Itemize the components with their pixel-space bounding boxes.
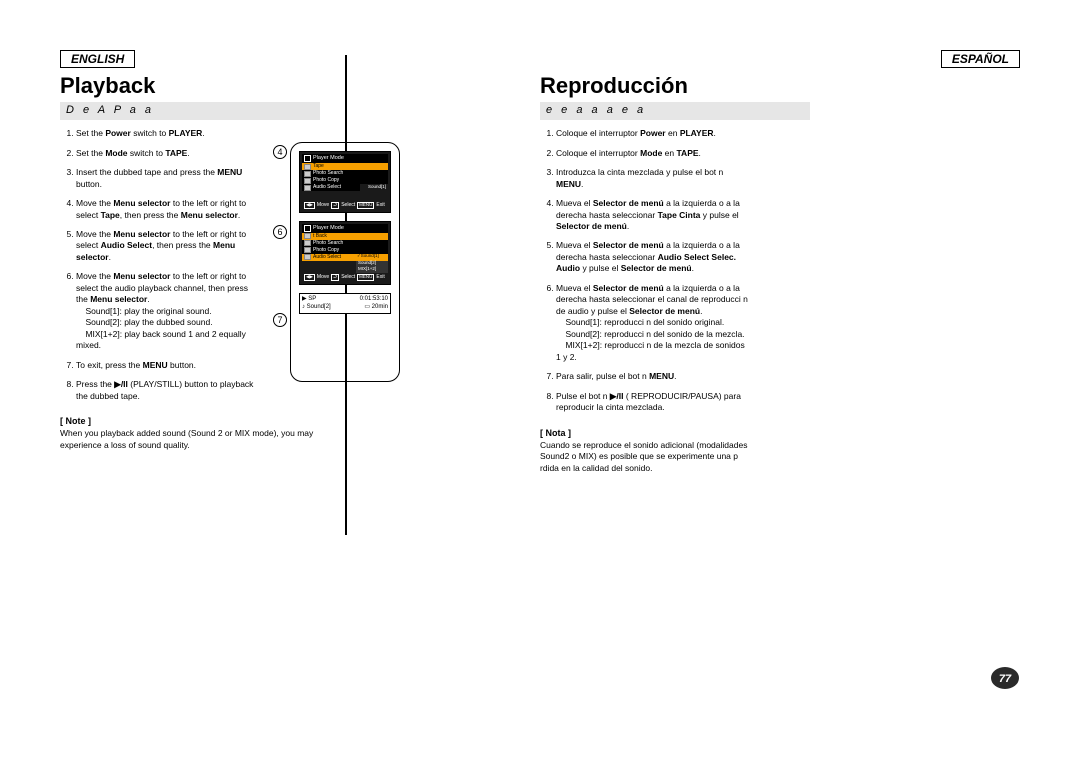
manual-page: ENGLISH ESPAÑOL Playback D e A P a a Set… xyxy=(0,0,1080,763)
content-columns: Playback D e A P a a Set the Power switc… xyxy=(60,72,1020,474)
step-es-3: Introduzca la cinta mezclada y pulse el … xyxy=(556,167,750,190)
fig6-opt-3: MIX[1+2] xyxy=(356,267,388,273)
subtitle-english: D e A P a a xyxy=(60,102,320,120)
title-english: Playback xyxy=(60,74,320,98)
step-en-4: Move the Menu selector to the left or ri… xyxy=(76,198,260,221)
step-es-1: Coloque el interruptor Power en PLAYER. xyxy=(556,128,750,139)
step-en-7: To exit, press the MENU button. xyxy=(76,360,260,371)
step-en-2: Set the Mode switch to TAPE. xyxy=(76,148,260,159)
step-en-8: Press the ▶/II (PLAY/STILL) button to pl… xyxy=(76,379,260,402)
page-number: 77 xyxy=(999,673,1012,685)
fig4-row-audioselect: Audio Select xyxy=(302,184,360,191)
english-badge: ENGLISH xyxy=(60,50,135,68)
callout-6: 6 xyxy=(273,225,287,239)
fig6-header: Player Mode xyxy=(302,224,388,233)
step-es-6: Mueva el Selector de menú a la izquierda… xyxy=(556,283,750,363)
subtitle-spanish: e e a a a e a xyxy=(540,102,810,120)
step-es-8: Pulse el bot n ▶/II ( REPRODUCIR/PAUSA) … xyxy=(556,391,750,414)
step-es-2: Coloque el interruptor Mode en TAPE. xyxy=(556,148,750,159)
fig6-opt-1: Sound[1] xyxy=(361,253,379,258)
callout-7: 7 xyxy=(273,313,287,327)
step-es-4: Mueva el Selector de menú a la izquierda… xyxy=(556,198,750,232)
step-es-5: Mueva el Selector de menú a la izquierda… xyxy=(556,240,750,274)
fig4-footer: ◀▶Move ⮐Select MENUExit xyxy=(302,201,388,210)
fig7-remain: ▭ 20min xyxy=(364,304,388,312)
note-body-en: When you playback added sound (Sound 2 o… xyxy=(60,428,320,451)
figure-screen-4: Player Mode Tape Photo Search Photo Copy… xyxy=(299,151,391,213)
steps-spanish: Coloque el interruptor Power en PLAYER. … xyxy=(540,128,750,413)
page-number-badge: 77 xyxy=(990,663,1020,693)
step-en-5: Move the Menu selector to the left or ri… xyxy=(76,229,260,263)
fig6-row-audioselect: Audio Select xyxy=(302,254,356,261)
language-header-row: ENGLISH ESPAÑOL xyxy=(60,50,1020,68)
step-en-6: Move the Menu selector to the left or ri… xyxy=(76,271,260,351)
fig4-header: Player Mode xyxy=(302,154,388,163)
step-en-3: Insert the dubbed tape and press the MEN… xyxy=(76,167,260,190)
fig4-value: Sound[1] xyxy=(360,185,388,190)
figure-screen-7: ▶ SP 0:01:53:10 ♪ Sound[2] ▭ 20min xyxy=(299,293,391,315)
note-label-es: [ Nota ] xyxy=(540,428,800,438)
title-spanish: Reproducción xyxy=(540,74,810,98)
figure-screen-6: Player Mode t Back Photo Search Photo Co… xyxy=(299,221,391,285)
fig6-row-photosearch: Photo Search xyxy=(302,240,388,247)
fig6-row-back: t Back xyxy=(302,233,388,240)
fig6-footer: ◀▶Move ⮐Select MENUExit xyxy=(302,273,388,282)
fig4-row-tape: Tape xyxy=(302,163,388,170)
note-body-es: Cuando se reproduce el sonido adicional … xyxy=(540,440,750,474)
fig7-mode: ▶ SP xyxy=(302,296,316,304)
figure-panel: 4 6 7 Player Mode Tape Photo Search Phot… xyxy=(290,142,400,382)
note-label-en: [ Note ] xyxy=(60,416,340,426)
spanish-badge: ESPAÑOL xyxy=(941,50,1020,68)
fig4-row-photosearch: Photo Search xyxy=(302,170,388,177)
callout-4: 4 xyxy=(273,145,287,159)
steps-english: Set the Power switch to PLAYER. Set the … xyxy=(60,128,260,402)
step-es-7: Para salir, pulse el bot n MENU. xyxy=(556,371,750,382)
fig7-audio: ♪ Sound[2] xyxy=(302,304,331,312)
step-en-1: Set the Power switch to PLAYER. xyxy=(76,128,260,139)
fig7-time: 0:01:53:10 xyxy=(360,296,388,304)
fig4-row-photocopy: Photo Copy xyxy=(302,177,388,184)
column-spanish: Reproducción e e a a a e a Coloque el in… xyxy=(540,72,800,474)
